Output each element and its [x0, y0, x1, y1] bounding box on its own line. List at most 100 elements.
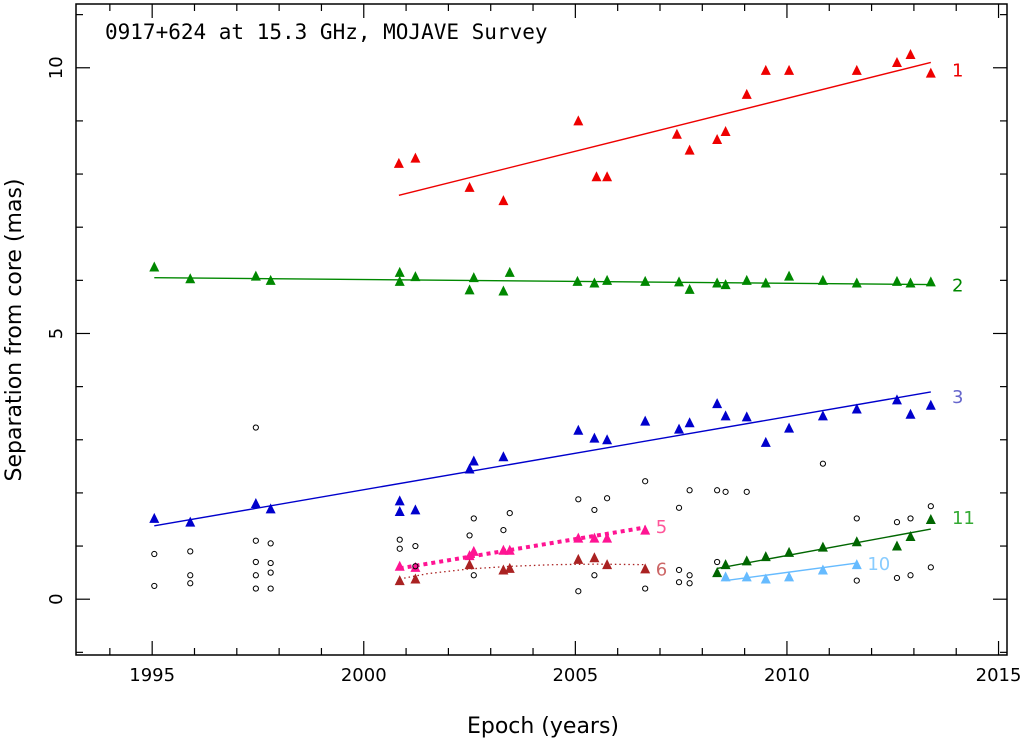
data-point-3 — [573, 424, 584, 435]
data-point-unassigned — [151, 582, 158, 590]
data-point-3 — [784, 422, 795, 433]
data-point-3 — [410, 504, 421, 515]
x-axis-title: Epoch (years) — [467, 714, 619, 739]
y-tick-label: 0 — [46, 593, 67, 604]
data-point-1 — [712, 134, 723, 145]
y-tick-label: 5 — [46, 328, 67, 339]
data-point-unassigned — [591, 572, 598, 579]
data-point-unassigned — [187, 548, 194, 555]
data-point-2 — [925, 276, 936, 287]
x-tick-label: 2005 — [552, 665, 598, 686]
data-point-2 — [468, 272, 479, 283]
data-point-3 — [185, 516, 196, 527]
data-point-3 — [925, 399, 936, 410]
data-point-3 — [891, 394, 902, 405]
data-point-3 — [250, 498, 261, 509]
data-point-3 — [720, 410, 731, 421]
data-point-6 — [464, 559, 475, 570]
data-point-1 — [760, 64, 771, 75]
data-point-unassigned — [714, 558, 721, 566]
data-point-unassigned — [466, 532, 473, 539]
data-point-unassigned — [603, 495, 611, 502]
data-point-unassigned — [907, 572, 914, 579]
data-point-unassigned — [893, 574, 901, 582]
data-point-11 — [925, 513, 936, 524]
x-tick-label: 2010 — [764, 665, 810, 686]
data-point-2 — [572, 275, 583, 286]
data-point-unassigned — [575, 496, 582, 503]
data-point-3 — [468, 455, 479, 466]
data-point-10 — [851, 559, 862, 570]
component-label-2: 2 — [952, 276, 963, 297]
data-point-unassigned — [675, 566, 683, 574]
data-point-unassigned — [267, 559, 274, 567]
data-point-11 — [741, 555, 752, 566]
data-point-1 — [573, 115, 584, 126]
x-tick-label: 2000 — [341, 665, 387, 686]
data-point-unassigned — [907, 515, 914, 522]
fit-line-1 — [398, 61, 931, 196]
data-point-5 — [410, 561, 421, 572]
data-point-11 — [851, 536, 862, 547]
data-point-2 — [250, 270, 261, 281]
y-tick-label: 10 — [46, 56, 67, 79]
data-point-10 — [817, 564, 828, 575]
data-point-10 — [760, 573, 771, 584]
data-point-2 — [185, 273, 196, 284]
data-point-unassigned — [252, 572, 259, 579]
data-point-5 — [602, 532, 613, 543]
data-point-unassigned — [714, 487, 721, 494]
data-point-1 — [591, 171, 602, 182]
data-point-1 — [464, 181, 475, 192]
data-point-2 — [394, 266, 405, 277]
data-point-2 — [817, 274, 828, 285]
data-point-unassigned — [642, 585, 649, 592]
data-point-unassigned — [927, 503, 934, 510]
data-point-unassigned — [252, 424, 259, 431]
data-point-unassigned — [151, 550, 158, 558]
data-point-1 — [784, 64, 795, 75]
data-point-2 — [720, 279, 731, 290]
data-point-unassigned — [252, 537, 259, 544]
component-label-3: 3 — [952, 387, 963, 408]
data-point-unassigned — [396, 545, 403, 552]
data-point-unassigned — [743, 488, 750, 495]
data-point-1 — [684, 144, 695, 155]
data-point-3 — [602, 434, 613, 445]
data-point-5 — [573, 532, 584, 543]
data-point-3 — [905, 408, 916, 419]
data-point-2 — [760, 277, 771, 288]
data-point-5 — [498, 544, 509, 555]
data-point-3 — [394, 506, 405, 517]
data-point-11 — [712, 567, 723, 578]
data-point-unassigned — [506, 510, 513, 517]
fit-lines — [154, 61, 931, 582]
data-point-unassigned — [267, 569, 274, 576]
data-point-6 — [602, 559, 613, 570]
data-point-2 — [640, 275, 651, 286]
data-point-3 — [712, 398, 723, 409]
data-point-1 — [905, 48, 916, 59]
data-point-unassigned — [267, 540, 274, 547]
data-point-6 — [504, 562, 515, 573]
data-point-unassigned — [927, 564, 934, 571]
data-point-3 — [464, 463, 475, 474]
y-axis-title: Separation from core (mas) — [2, 179, 27, 482]
data-point-11 — [720, 559, 731, 570]
data-point-unassigned — [686, 487, 693, 494]
data-point-1 — [671, 128, 682, 139]
component-labels: 1 2 3 5 6 10 11 — [656, 60, 975, 580]
component-label-5: 5 — [656, 517, 667, 538]
data-point-unassigned — [575, 588, 582, 595]
data-point-6 — [640, 563, 651, 574]
data-point-3 — [265, 503, 276, 514]
fit-line-3 — [154, 391, 931, 527]
data-point-2 — [149, 261, 160, 272]
data-point-unassigned — [591, 506, 598, 514]
data-point-11 — [817, 541, 828, 552]
data-point-unassigned — [500, 527, 507, 534]
data-point-unassigned — [675, 504, 683, 511]
data-point-1 — [498, 195, 509, 206]
fit-line-5 — [399, 525, 646, 571]
